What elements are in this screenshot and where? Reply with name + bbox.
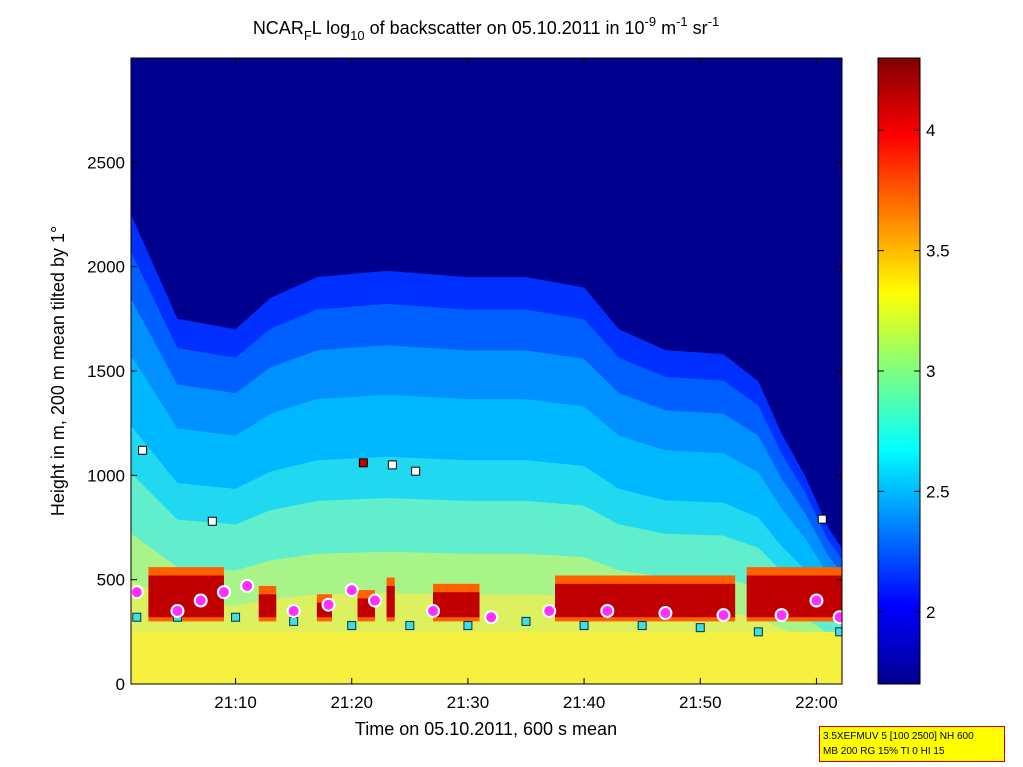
upper-layer-marker bbox=[809, 593, 824, 608]
info-line-1: 3.5XEFMUV 5 [100 2500] NH 600 bbox=[823, 731, 974, 742]
cloud-base-marker bbox=[411, 466, 421, 476]
boundary-layer-marker bbox=[521, 616, 531, 626]
aerosol-column bbox=[555, 583, 678, 618]
heatmap-layers bbox=[131, 214, 842, 684]
boundary-layer-marker bbox=[835, 627, 842, 637]
upper-layer-marker bbox=[344, 583, 359, 598]
upper-layer-marker bbox=[321, 597, 336, 612]
y-tick-label: 1000 bbox=[87, 466, 125, 485]
upper-layer-marker bbox=[716, 608, 731, 623]
boundary-layer-marker bbox=[463, 621, 473, 631]
boundary-layer-marker bbox=[579, 621, 589, 631]
y-tick-label: 2500 bbox=[87, 153, 125, 172]
upper-layer-marker bbox=[484, 610, 499, 625]
aerosol-column bbox=[258, 594, 277, 618]
upper-layer-marker bbox=[216, 585, 231, 600]
boundary-layer-marker bbox=[695, 623, 705, 633]
upper-layer-marker bbox=[542, 603, 557, 618]
boundary-layer-marker bbox=[753, 627, 763, 637]
y-tick-label: 2000 bbox=[87, 258, 125, 277]
upper-layer-marker bbox=[600, 603, 615, 618]
aerosol-column bbox=[386, 585, 395, 618]
x-tick-label: 22:00 bbox=[795, 693, 838, 712]
upper-layer-marker bbox=[170, 603, 185, 618]
y-tick-label: 500 bbox=[97, 571, 125, 590]
upper-layer-marker bbox=[367, 593, 382, 608]
layer-markers bbox=[131, 445, 842, 637]
aerosol-column bbox=[746, 575, 842, 618]
info-line-2: MB 200 RG 15% TI 0 HI 15 bbox=[823, 746, 945, 757]
boundary-layer-marker bbox=[289, 616, 299, 626]
colorbar-tick-label: 3 bbox=[926, 362, 935, 381]
boundary-layer-marker bbox=[231, 612, 241, 622]
y-axis-label: Height in m, 200 m mean tilted by 1° bbox=[48, 226, 68, 516]
boundary-layer-marker bbox=[132, 612, 142, 622]
cloud-base-marker bbox=[207, 516, 217, 526]
cloud-base-marker bbox=[358, 458, 368, 468]
x-tick-label: 21:10 bbox=[214, 693, 257, 712]
upper-layer-marker bbox=[658, 606, 673, 621]
cloud-base-marker bbox=[817, 514, 827, 524]
colorbar-tick-label: 2 bbox=[926, 603, 935, 622]
y-tick-label: 1500 bbox=[87, 362, 125, 381]
backscatter-band bbox=[131, 631, 842, 684]
x-tick-label: 21:40 bbox=[563, 693, 606, 712]
colorbar-tick-label: 2.5 bbox=[926, 482, 950, 501]
boundary-layer-marker bbox=[637, 621, 647, 631]
boundary-layer-marker bbox=[405, 621, 415, 631]
colorbar-tick-label: 4 bbox=[926, 121, 935, 140]
aerosol-column bbox=[148, 575, 224, 618]
cloud-base-marker bbox=[387, 460, 397, 470]
x-axis-label: Time on 05.10.2011, 600 s mean bbox=[355, 719, 617, 739]
info-box: 3.5XEFMUV 5 [100 2500] NH 600 MB 200 RG … bbox=[819, 726, 1005, 762]
upper-layer-marker bbox=[240, 578, 255, 593]
colorbar-ticks: 2 2.5 3 3.5 4 bbox=[878, 121, 950, 622]
x-tick-label: 21:30 bbox=[447, 693, 490, 712]
y-axis: 0 500 1000 1500 2000 2500 bbox=[87, 153, 842, 694]
y-tick-label: 0 bbox=[116, 675, 125, 694]
colorbar-tick-label: 3.5 bbox=[926, 242, 950, 261]
aerosol-column bbox=[433, 592, 480, 618]
x-tick-label: 21:20 bbox=[330, 693, 373, 712]
colorbar bbox=[877, 57, 921, 685]
chart-title: NCARFL log10 of backscatter on 05.10.201… bbox=[253, 14, 719, 43]
upper-layer-marker bbox=[774, 608, 789, 623]
cloud-base-marker bbox=[138, 445, 148, 455]
boundary-layer-marker bbox=[347, 621, 357, 631]
x-axis: 21:10 21:20 21:30 21:40 21:50 22:00 bbox=[214, 58, 838, 712]
upper-layer-marker bbox=[832, 610, 842, 625]
upper-layer-marker bbox=[193, 593, 208, 608]
upper-layer-marker bbox=[426, 603, 441, 618]
plot-area bbox=[131, 58, 842, 684]
upper-layer-marker bbox=[131, 585, 144, 600]
upper-layer-marker bbox=[286, 603, 301, 618]
x-tick-label: 21:50 bbox=[679, 693, 722, 712]
